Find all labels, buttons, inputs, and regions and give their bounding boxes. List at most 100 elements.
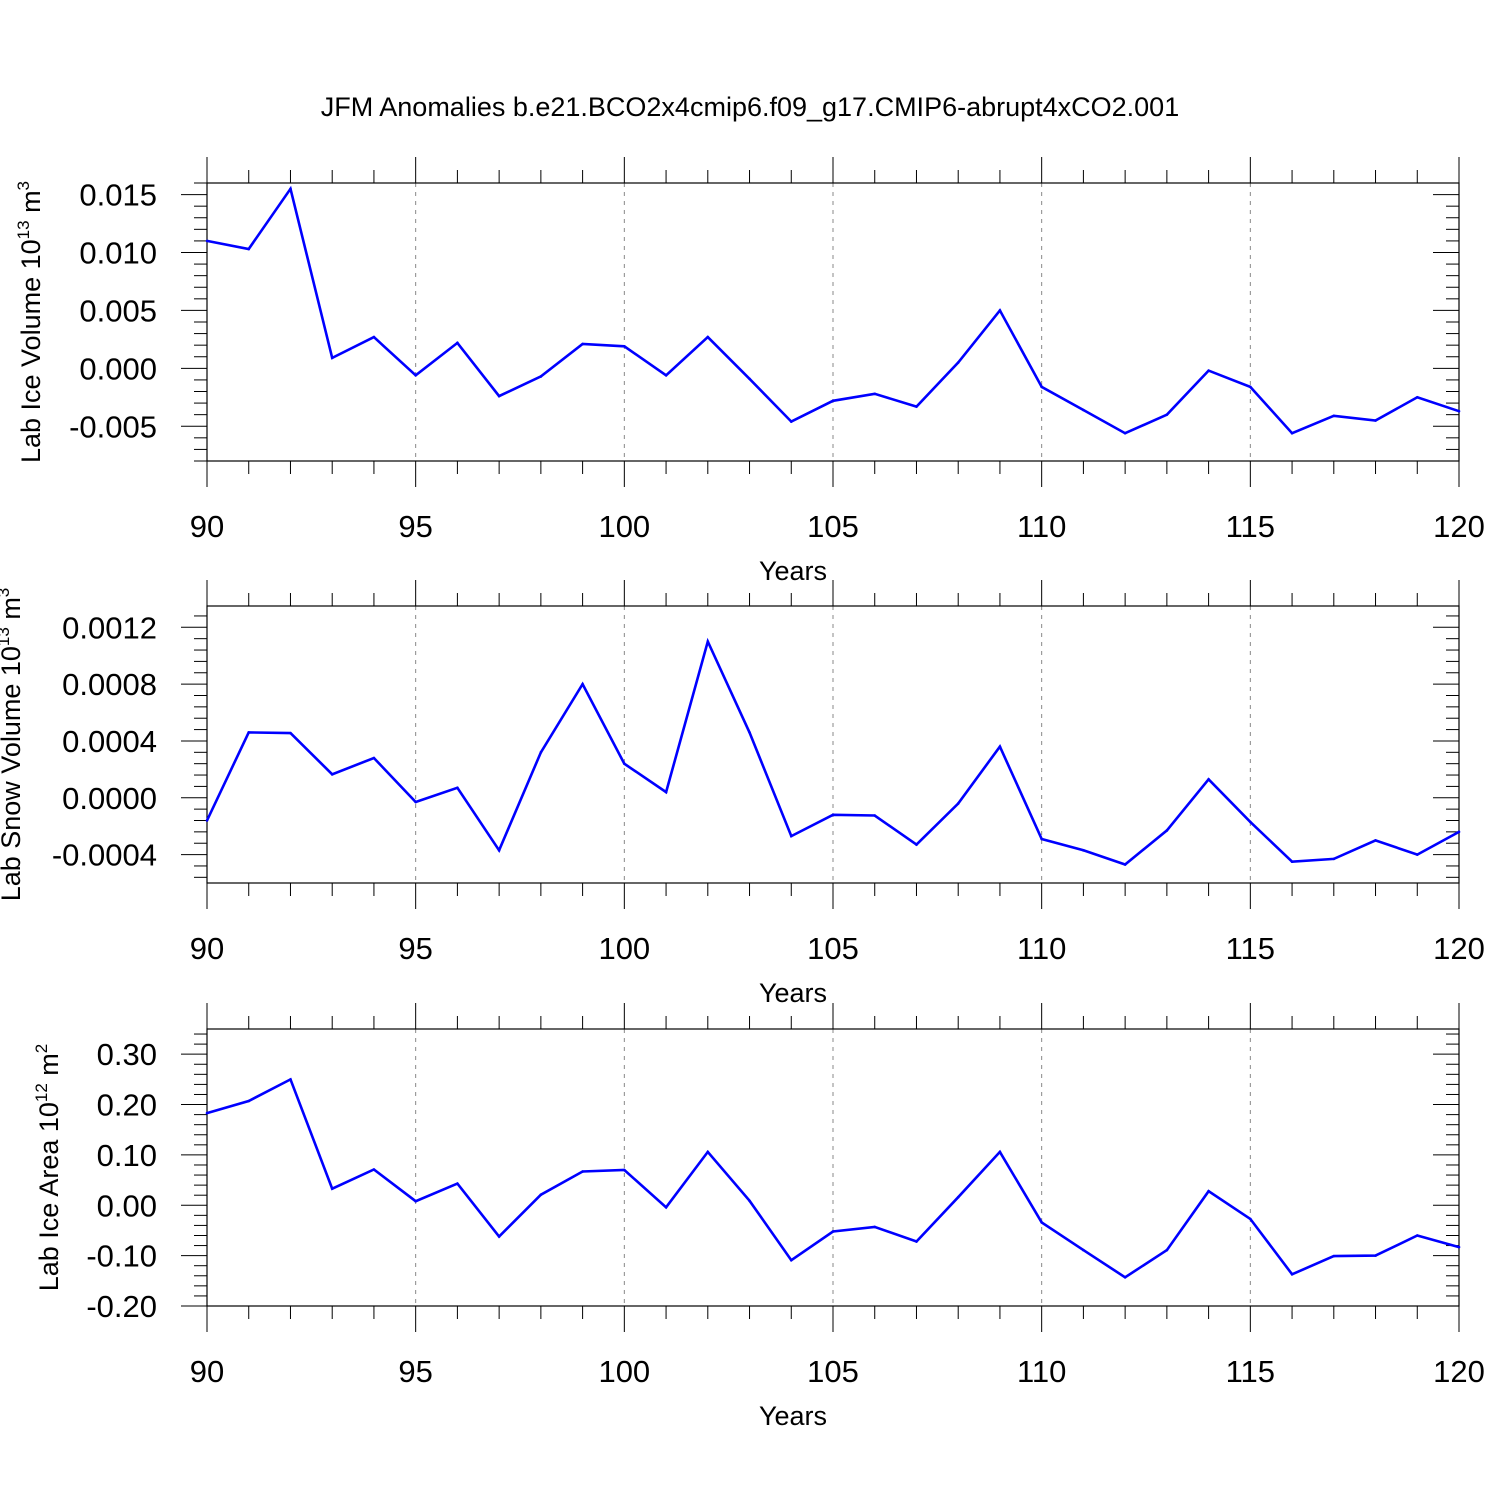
data-point <box>873 392 877 396</box>
data-point <box>372 756 376 760</box>
data-point <box>456 786 459 790</box>
x-tick-label: 115 <box>1226 509 1275 544</box>
y-axis-label-text: m <box>16 190 46 220</box>
data-point <box>456 341 459 345</box>
data-point <box>1123 431 1127 435</box>
data-point <box>998 1150 1002 1154</box>
data-point <box>915 405 918 408</box>
y-axis-label-superscript: 3 <box>0 588 13 597</box>
x-tick-label: 115 <box>1226 1354 1275 1389</box>
y-tick-label: 0.015 <box>79 178 157 213</box>
data-point <box>247 247 251 251</box>
data-point <box>706 1150 710 1154</box>
figure-title: JFM Anomalies b.e21.BCO2x4cmip6.f09_g17.… <box>320 92 1180 122</box>
x-tick-label: 120 <box>1433 509 1485 544</box>
data-point <box>289 1078 292 1081</box>
data-point <box>789 420 793 423</box>
data-point <box>1290 1272 1294 1276</box>
data-point <box>1249 385 1252 389</box>
data-point <box>289 187 292 191</box>
chart-panel-2: 90 95 100 105 110 115 120 -0.0004 0.0000 0.0004 0.… <box>0 580 1485 1008</box>
x-tick-label: 95 <box>398 1354 432 1389</box>
data-point <box>581 1170 584 1173</box>
y-tick-label: 0.30 <box>97 1037 157 1072</box>
y-tick-label: -0.10 <box>86 1239 157 1274</box>
data-point <box>748 731 751 734</box>
data-point <box>1165 413 1169 416</box>
data-point <box>1415 395 1419 399</box>
x-tick-label: 110 <box>1017 1354 1066 1389</box>
data-point <box>1207 778 1210 781</box>
x-tick-label: 110 <box>1017 509 1066 544</box>
data-point <box>1332 857 1336 861</box>
data-point <box>497 849 501 852</box>
data-point <box>664 1205 668 1209</box>
data-point <box>956 802 960 805</box>
data-point <box>915 1240 918 1243</box>
data-point <box>289 731 292 735</box>
data-point <box>1123 863 1127 866</box>
y-tick-label: 0.0008 <box>62 667 157 702</box>
x-tick-label: 105 <box>807 1354 859 1389</box>
data-point <box>789 1258 793 1262</box>
x-tick-label: 95 <box>398 509 432 544</box>
x-tick-label: 90 <box>190 509 224 544</box>
y-axis-label-superscript: 13 <box>14 220 33 239</box>
data-point <box>956 1195 960 1199</box>
data-point <box>706 640 710 643</box>
data-point <box>1249 1217 1252 1221</box>
data-point <box>831 1230 835 1233</box>
x-tick-label: 100 <box>598 1354 650 1389</box>
y-axis-label: Lab Ice Area 1012 m2 <box>32 1044 64 1292</box>
data-point <box>1374 1254 1377 1257</box>
data-point <box>748 377 751 381</box>
y-axis-label-superscript: 12 <box>32 1083 51 1102</box>
data-point <box>623 762 626 765</box>
x-tick-label: 100 <box>598 509 650 544</box>
y-tick-label: 0.0004 <box>62 724 157 759</box>
data-point <box>372 335 376 339</box>
y-tick-label: 0.20 <box>97 1088 157 1123</box>
x-tick-label: 120 <box>1433 1354 1485 1389</box>
data-point <box>1040 1221 1043 1224</box>
y-axis-label: Lab Snow Volume 1013 m3 <box>0 588 26 902</box>
data-point <box>706 335 710 339</box>
data-point <box>956 361 960 364</box>
y-tick-label: -0.20 <box>86 1289 157 1324</box>
data-point <box>1457 1245 1461 1249</box>
data-point <box>1332 1254 1336 1258</box>
data-point <box>1165 1248 1169 1252</box>
data-point <box>873 1225 877 1229</box>
data-point <box>1415 1234 1419 1237</box>
data-point <box>1207 1189 1210 1193</box>
data-point <box>330 773 334 776</box>
y-tick-label: 0.000 <box>79 351 157 386</box>
data-point <box>247 1099 251 1103</box>
data-point <box>456 1182 459 1185</box>
y-axis-label-superscript: 3 <box>14 181 33 190</box>
data-point <box>205 1111 209 1115</box>
data-point <box>247 731 251 734</box>
y-tick-label: 0.010 <box>79 236 157 271</box>
y-tick-label: -0.005 <box>69 409 157 444</box>
data-point <box>1457 409 1461 413</box>
x-axis-label: Years <box>759 978 827 1008</box>
data-point <box>581 342 584 346</box>
data-point <box>1374 839 1377 842</box>
y-axis-label-superscript: 13 <box>0 627 13 646</box>
data-point <box>205 239 209 243</box>
data-point <box>1415 853 1419 856</box>
data-point <box>873 814 877 817</box>
data-point <box>581 682 584 686</box>
y-axis-label-text: Lab Ice Volume 10 <box>16 239 46 463</box>
y-tick-label: 0.10 <box>97 1138 157 1173</box>
data-point <box>414 1199 417 1203</box>
data-point <box>1374 419 1377 422</box>
x-tick-label: 105 <box>807 509 859 544</box>
chart-panel-3: 90 95 100 105 110 115 120 -0.20 -0.10 0.00 0.10 0.2… <box>32 1003 1485 1431</box>
x-tick-label: 90 <box>190 931 224 966</box>
data-point <box>1123 1275 1127 1279</box>
data-point <box>1040 385 1043 389</box>
data-point <box>1165 829 1169 832</box>
data-point <box>831 399 835 403</box>
